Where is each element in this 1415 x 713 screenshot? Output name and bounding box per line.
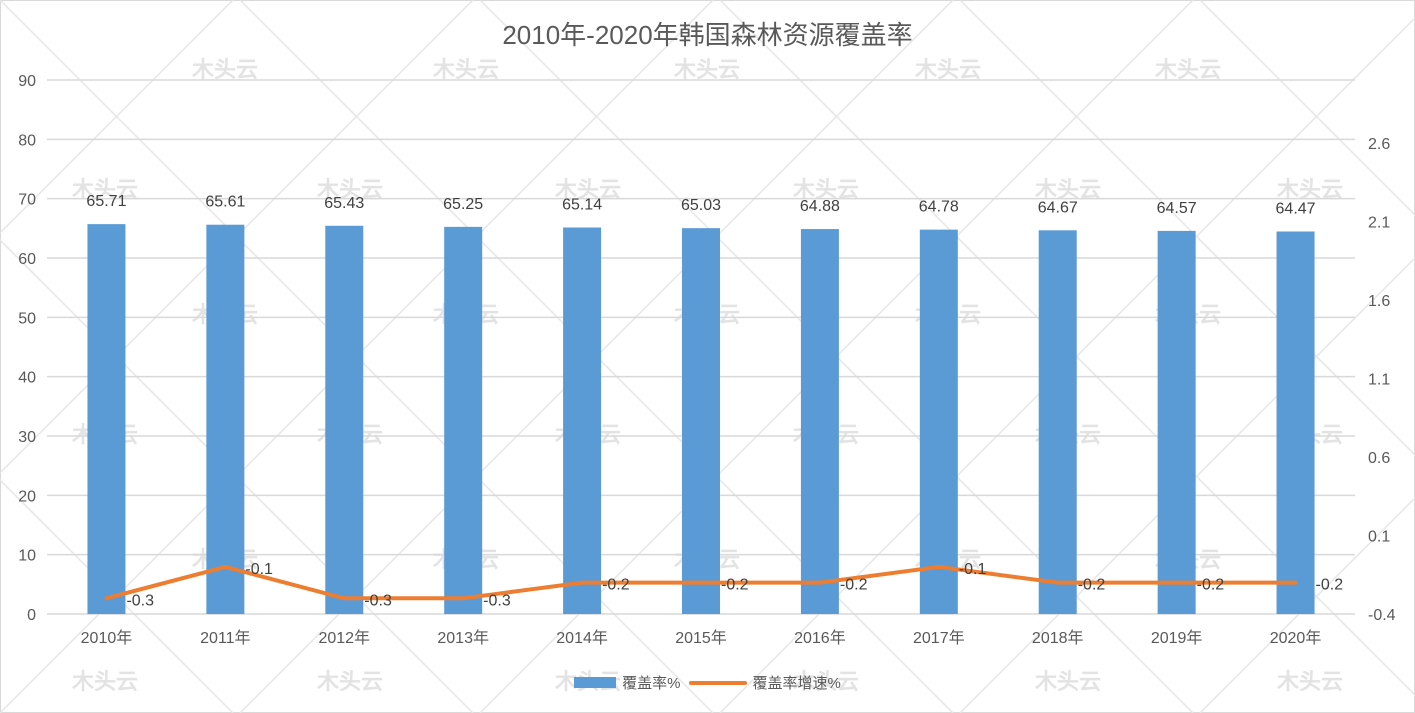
watermark-text: 木头云 [673, 58, 740, 83]
y-left-tick-label: 70 [18, 192, 36, 209]
y-left-tick-label: 90 [18, 73, 36, 90]
y-left-tick-label: 50 [18, 310, 36, 327]
y-left-tick-label: 80 [18, 132, 36, 149]
watermark-text: 木头云 [914, 58, 981, 83]
y-right-tick-label: 0.1 [1368, 529, 1390, 546]
watermark-text: 木头云 [792, 670, 859, 695]
watermark-text: 木头云 [316, 670, 383, 695]
watermark-text: 木头云 [71, 670, 138, 695]
bar [1276, 231, 1315, 614]
bar-data-label: 64.67 [1038, 199, 1078, 216]
bar [1157, 230, 1196, 614]
x-tick-label: 2012年 [318, 629, 370, 647]
x-tick-label: 2017年 [913, 629, 965, 647]
x-tick-label: 2010年 [81, 629, 133, 647]
x-tick-label: 2011年 [200, 629, 250, 647]
bar-swatch-icon [574, 677, 617, 688]
bar [444, 226, 483, 614]
bar [325, 225, 364, 615]
growth-line [104, 564, 1298, 601]
watermark-text: 木头云 [1276, 670, 1343, 695]
bar-data-label: 64.78 [919, 199, 959, 216]
legend: 覆盖率% 覆盖率增速% [0, 672, 1415, 693]
y-left-tick-label: 10 [18, 548, 36, 565]
bar-data-label: 64.47 [1276, 200, 1316, 217]
bar [206, 224, 245, 615]
line-swatch-icon [688, 680, 747, 685]
bar-data-label: 65.71 [86, 193, 126, 210]
x-tick-label: 2020年 [1270, 629, 1322, 647]
bar-data-label: 65.43 [324, 195, 364, 212]
line-data-label: -0.3 [126, 592, 154, 609]
x-tick-label: 2014年 [556, 629, 608, 647]
bar [682, 228, 720, 614]
x-tick-label: 2016年 [794, 629, 846, 647]
bar-data-label: 65.61 [205, 194, 245, 211]
x-tick-label: 2019年 [1151, 629, 1203, 647]
bar [1038, 230, 1077, 615]
bar-data-label: 65.14 [562, 197, 602, 214]
y-right-tick-label: -0.4 [1368, 607, 1396, 624]
y-right-tick-label: 1.6 [1368, 293, 1390, 310]
watermark-line [1199, 496, 1415, 713]
y-right-tick-label: 2.1 [1368, 215, 1390, 232]
legend-item-growth[interactable]: 覆盖率增速% [688, 672, 841, 693]
line-data-label: -0.2 [721, 577, 749, 594]
x-tick-label: 2015年 [675, 629, 727, 647]
y-right-tick-label: 1.1 [1368, 372, 1390, 389]
x-tick-label: 2013年 [437, 629, 489, 647]
watermark-line [0, 0, 234, 235]
y-left-tick-label: 30 [18, 429, 36, 446]
bar [87, 224, 126, 614]
line-data-label: -0.2 [602, 577, 630, 594]
y-left-tick-label: 0 [27, 607, 36, 624]
bar [800, 229, 839, 614]
bar [919, 229, 958, 614]
y-left-tick-label: 20 [18, 488, 36, 505]
line-data-label: -0.1 [959, 561, 987, 578]
line-data-label: -0.2 [1197, 577, 1225, 594]
y-right-tick-label: 0.6 [1368, 450, 1390, 467]
bar [563, 227, 602, 614]
line-data-label: -0.1 [245, 561, 273, 578]
watermark-text: 木头云 [1154, 58, 1221, 83]
line-data-label: -0.2 [840, 577, 868, 594]
bar-data-label: 64.57 [1157, 200, 1197, 217]
x-tick-label: 2018年 [1032, 629, 1084, 647]
bar-data-label: 64.88 [800, 198, 840, 215]
line-data-label: -0.3 [483, 592, 511, 609]
legend-label-coverage: 覆盖率% [622, 675, 681, 692]
watermark-text: 木头云 [1034, 670, 1101, 695]
watermark-text: 木头云 [432, 58, 499, 83]
watermark-text: 木头云 [191, 58, 258, 83]
y-left-tick-label: 60 [18, 251, 36, 268]
bar-data-label: 65.25 [443, 196, 483, 213]
watermark-line [959, 256, 1415, 713]
line-data-label: -0.3 [364, 592, 392, 609]
bar-data-label: 65.03 [681, 197, 721, 214]
legend-label-growth: 覆盖率增速% [752, 675, 841, 692]
line-data-label: -0.2 [1316, 577, 1344, 594]
legend-item-coverage[interactable]: 覆盖率% [574, 672, 681, 693]
y-left-tick-label: 40 [18, 370, 36, 387]
y-right-tick-label: 2.6 [1368, 136, 1390, 153]
chart-title: 2010年-2020年韩国森林资源覆盖率 [502, 20, 913, 50]
line-data-label: -0.2 [1078, 577, 1106, 594]
watermark-line [1199, 0, 1415, 217]
